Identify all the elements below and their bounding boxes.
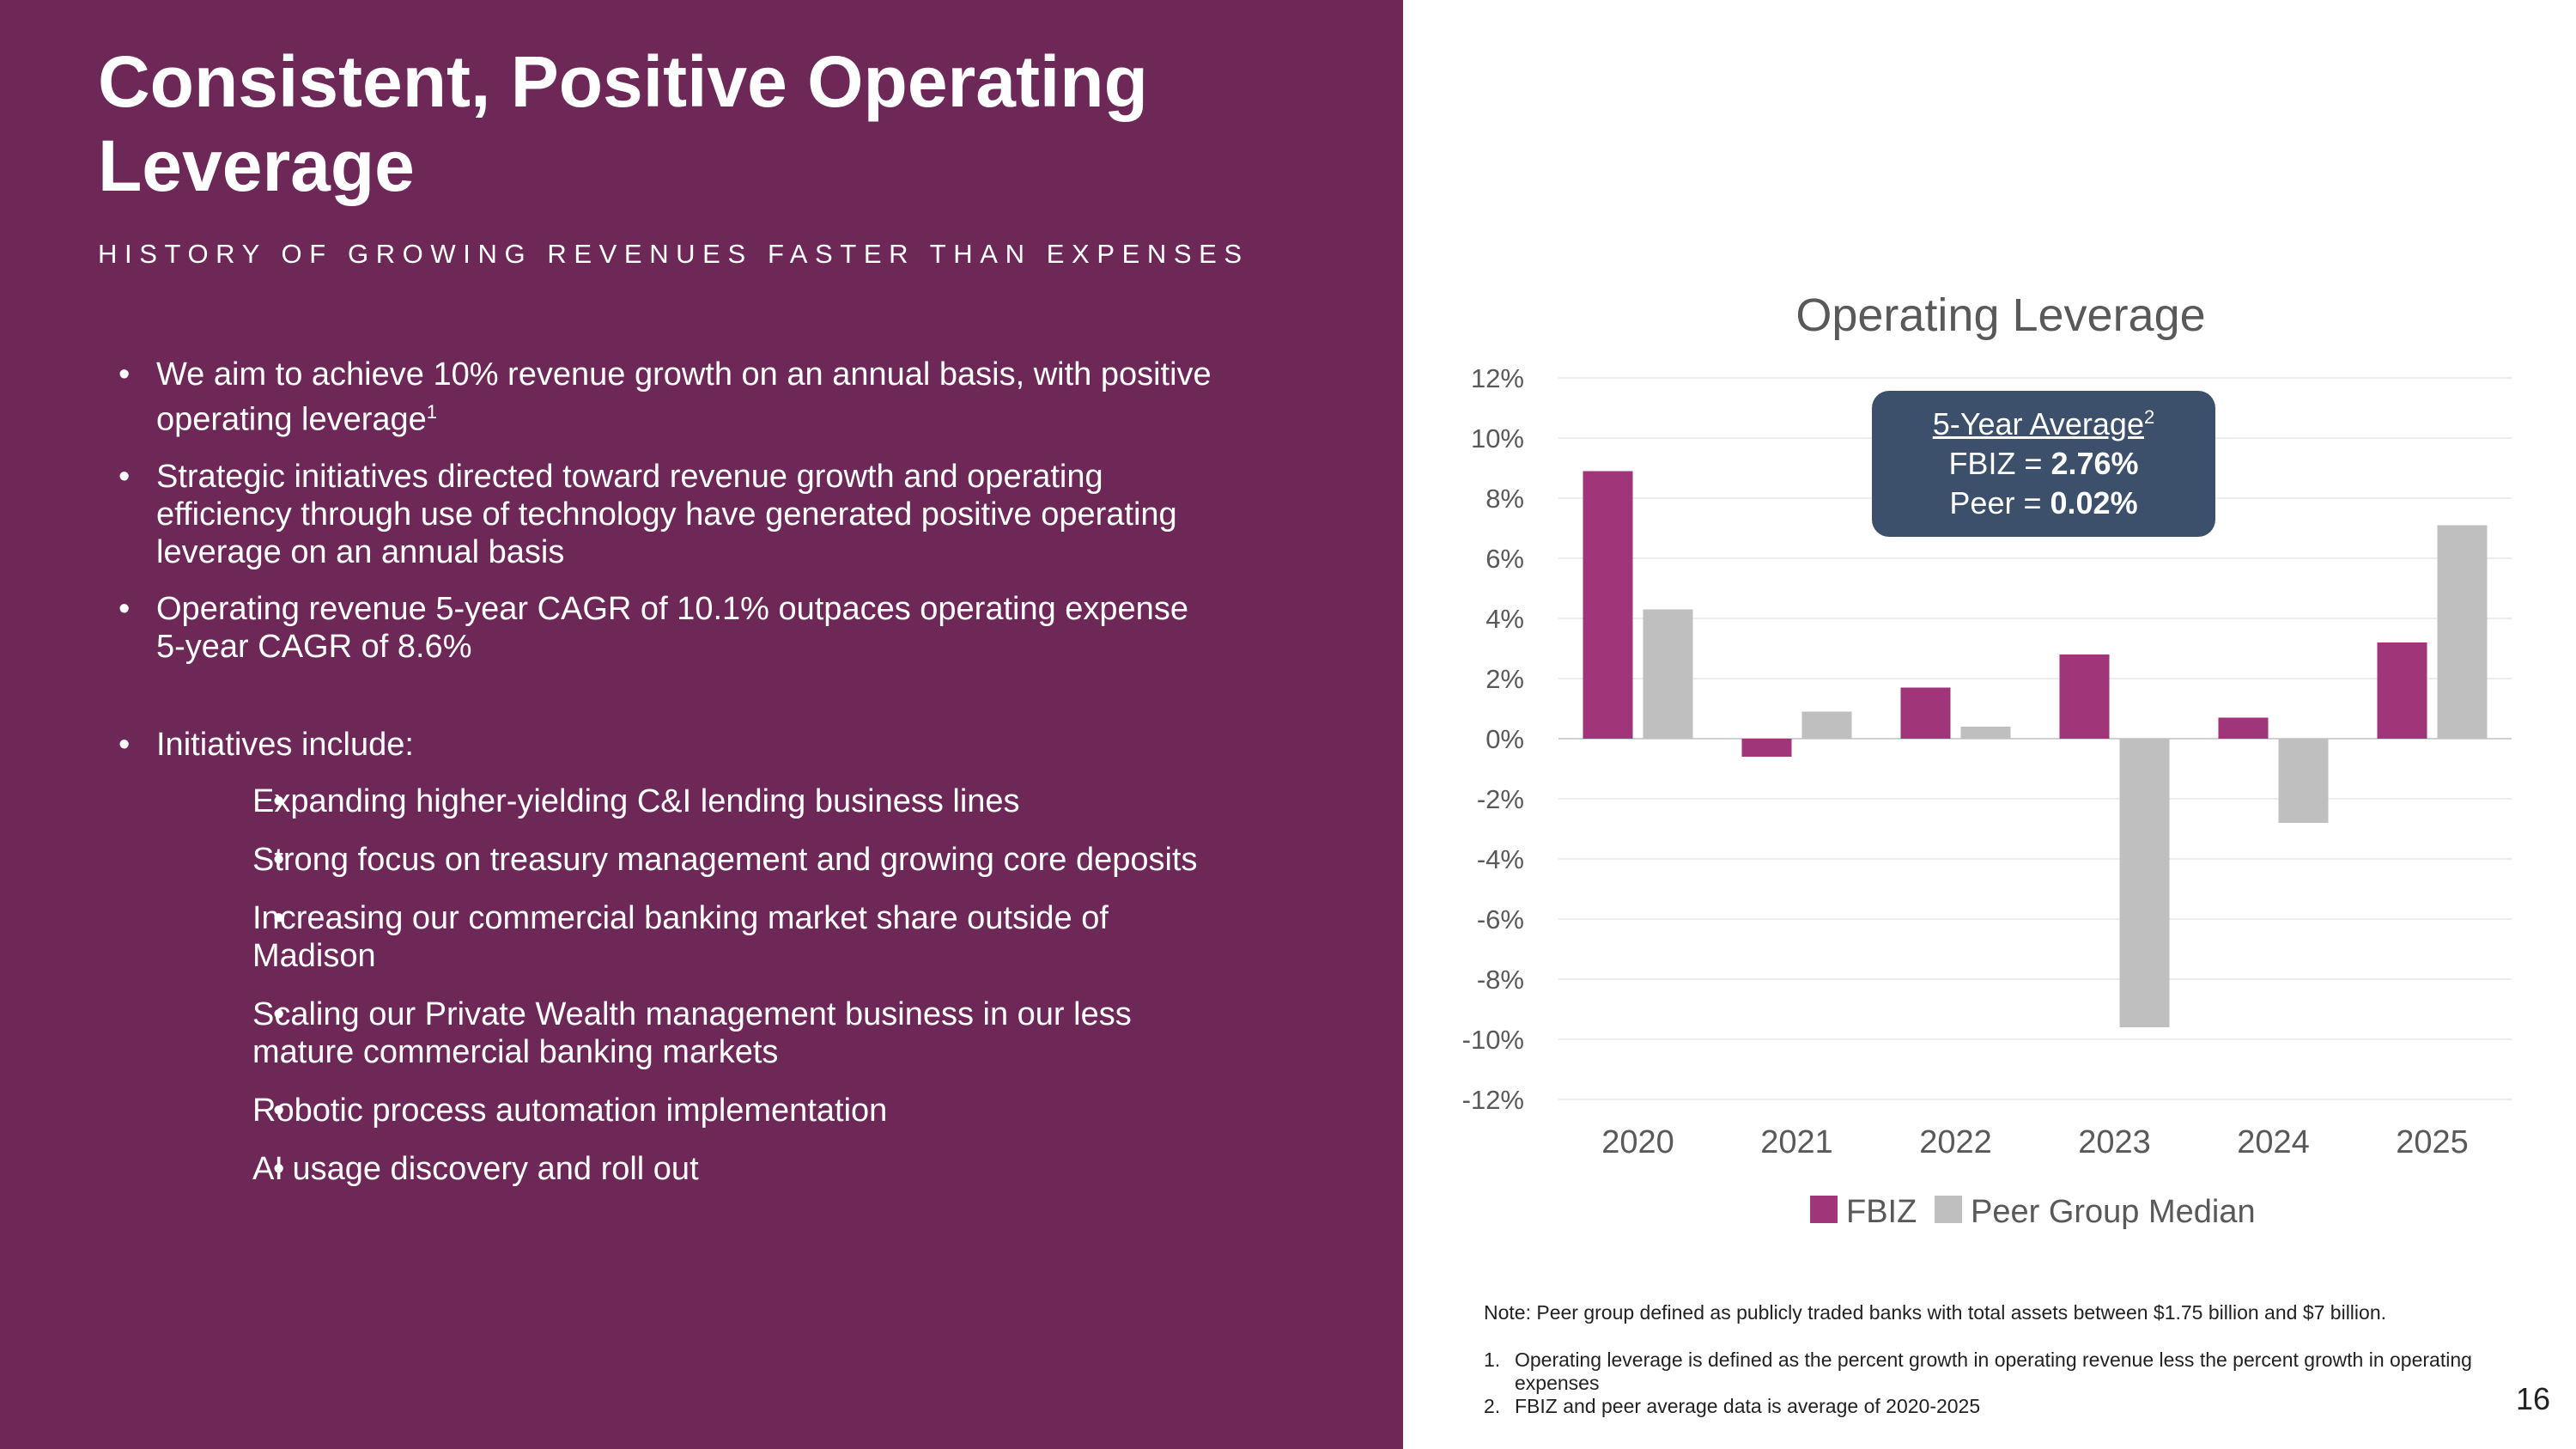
y-tick-label: 6% (1485, 544, 1524, 574)
y-tick-label: -10% (1462, 1025, 1524, 1055)
fbiz-average-label: FBIZ = (1948, 446, 2051, 481)
peer-bar (1960, 727, 2011, 739)
list-item: • AI usage discovery and roll out (156, 1150, 1214, 1188)
fbiz-bar (1741, 739, 1792, 757)
x-tick-label: 2020 (1601, 1124, 1674, 1160)
bullet-strategic: Strategic initiatives directed toward re… (98, 458, 1214, 571)
average-heading: 5-Year Average2 (1872, 398, 2215, 444)
list-item-text: Expanding higher-yielding C&I lending bu… (252, 782, 1020, 819)
list-item-text: Strong focus on treasury management and … (252, 841, 1198, 878)
legend-label-peer: Peer Group Median (1971, 1194, 2256, 1230)
peer-group-note: Note: Peer group defined as publicly tra… (1484, 1301, 2387, 1324)
list-item-text: Robotic process automation implementatio… (252, 1092, 888, 1129)
footnote-1: 1. Operating leverage is defined as the p… (1484, 1349, 2514, 1395)
peer-bar (1643, 609, 1693, 739)
y-tick-label: -6% (1477, 904, 1524, 935)
list-item-text: Increasing our commercial banking market… (252, 899, 1109, 974)
peer-bar (2119, 739, 2170, 1027)
x-tick-label: 2021 (1760, 1124, 1833, 1160)
peer-average-label: Peer = (1949, 485, 2050, 521)
footnotes: 1. Operating leverage is defined as the p… (1484, 1349, 2514, 1418)
x-tick-label: 2024 (2237, 1124, 2310, 1160)
bullet-revenue-goal: We aim to achieve 10% revenue growth on … (98, 356, 1214, 439)
x-tick-label: 2022 (1919, 1124, 1992, 1160)
y-tick-label: -12% (1462, 1085, 1524, 1115)
fbiz-average-value: 2.76% (2050, 446, 2139, 481)
list-item: • Increasing our commercial banking marke… (156, 899, 1214, 975)
footnote-text: Operating leverage is defined as the per… (1515, 1349, 2472, 1394)
list-item: • Expanding higher-yielding C&I lending b… (156, 782, 1214, 820)
fbiz-average: FBIZ = 2.76% (1872, 444, 2215, 484)
initiatives-list: • Expanding higher-yielding C&I lending b… (156, 782, 1214, 1188)
list-item: • Scaling our Private Wealth management b… (156, 995, 1214, 1071)
left-panel: Consistent, Positive Operating Leverage … (0, 0, 1403, 1449)
footnote-2: 2. FBIZ and peer average data is average … (1484, 1395, 2514, 1418)
legend-swatch-fbiz (1810, 1196, 1838, 1223)
footnote-number: 2. (1484, 1395, 1501, 1417)
footnote-text: FBIZ and peer average data is average of… (1515, 1395, 1981, 1417)
y-tick-label: -2% (1477, 784, 1524, 814)
x-tick-label: 2025 (2396, 1124, 2469, 1160)
list-item: • Strong focus on treasury management and… (156, 841, 1214, 879)
y-tick-label: 12% (1471, 363, 1524, 393)
five-year-average-box: 5-Year Average2 FBIZ = 2.76% Peer = 0.02… (1872, 391, 2215, 537)
peer-average-value: 0.02% (2050, 485, 2138, 521)
peer-bar (1801, 711, 1852, 739)
peer-average: Peer = 0.02% (1872, 484, 2215, 523)
peer-bar (2278, 739, 2329, 823)
chart-title: Operating Leverage (1795, 289, 2205, 341)
legend-swatch-peer (1935, 1196, 1962, 1223)
y-tick-label: 0% (1485, 724, 1524, 754)
page-number: 16 (2515, 1381, 2550, 1416)
y-tick-label: 2% (1485, 664, 1524, 694)
slide-title: Consistent, Positive Operating Leverage (98, 41, 1148, 206)
footnote-ref: 2 (2143, 406, 2155, 428)
footnote-number: 1. (1484, 1349, 1501, 1371)
y-tick-label: 4% (1485, 604, 1524, 634)
list-item: • Robotic process automation implementati… (156, 1092, 1214, 1129)
bullet-text: Initiatives include: (156, 726, 414, 763)
fbiz-bar (1583, 471, 1633, 739)
average-heading-text: 5-Year Average (1932, 406, 2144, 441)
operating-leverage-chart: Operating Leverage 12% 10% 8% 6% 4% 2% 0% -2% -4%… (1462, 289, 2512, 1230)
y-tick-label: -4% (1477, 844, 1524, 874)
list-item-text: AI usage discovery and roll out (252, 1150, 699, 1187)
fbiz-bar (1900, 687, 1951, 739)
fbiz-bar (2377, 642, 2427, 739)
bullet-cagr: Operating revenue 5-year CAGR of 10.1% o… (98, 590, 1214, 666)
peer-bar (2437, 525, 2488, 739)
bullet-text: We aim to achieve 10% revenue growth on … (156, 356, 1212, 438)
x-tick-label: 2023 (2078, 1124, 2151, 1160)
y-tick-label: -8% (1477, 965, 1524, 995)
y-tick-label: 10% (1471, 423, 1524, 454)
bullet-list: We aim to achieve 10% revenue growth on … (98, 356, 1214, 1209)
fbiz-bar (2218, 717, 2269, 739)
list-item-text: Scaling our Private Wealth management bu… (252, 995, 1132, 1070)
slide-subtitle: HISTORY OF GROWING REVENUES FASTER THAN … (98, 239, 1249, 269)
y-tick-label: 8% (1485, 484, 1524, 514)
bullet-initiatives: Initiatives include: •Expanding higher-y… (98, 726, 1214, 1188)
legend-label-fbiz: FBIZ (1846, 1194, 1917, 1230)
footnote-ref: 1 (426, 401, 438, 423)
fbiz-bar (2059, 654, 2110, 739)
